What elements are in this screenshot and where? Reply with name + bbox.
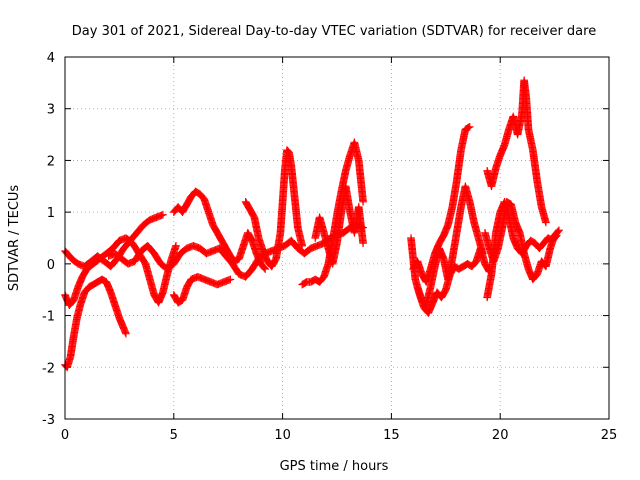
data-point-arc-f	[261, 265, 269, 273]
data-point-arc-k	[464, 123, 473, 132]
data-point-arc-a	[122, 329, 130, 338]
y-tick-label: 1	[47, 206, 55, 221]
y-axis-label: SDTVAR / TECUs	[7, 185, 22, 292]
x-axis-label: GPS time / hours	[280, 459, 389, 474]
chart-title: Day 301 of 2021, Sidereal Day-to-day VTE…	[72, 24, 596, 39]
data-point-arc-b	[172, 241, 180, 250]
y-tick-labels: -3 -2 -1 0 1 2 3 4	[42, 51, 55, 428]
data-points	[61, 76, 563, 372]
data-point-arc-i	[359, 239, 367, 247]
data-point-arc-o	[552, 232, 560, 241]
data-point-arc-c	[159, 210, 167, 219]
data-point-arc-k	[465, 123, 474, 131]
y-tick-label: 0	[47, 258, 55, 273]
data-point-arc-l	[478, 249, 487, 258]
x-tick-label: 5	[170, 428, 178, 443]
data-point-arc-f	[260, 264, 269, 272]
x-tick-labels: 0 5 10 15 20 25	[61, 428, 617, 443]
data-point-arc-h	[359, 198, 367, 206]
y-tick-label: -2	[42, 361, 55, 376]
x-tick-label: 25	[601, 428, 618, 443]
x-tick-label: 20	[492, 428, 509, 443]
y-tick-label: -1	[42, 310, 55, 325]
y-tick-label: -3	[42, 413, 55, 428]
data-point-arc-o	[552, 231, 561, 240]
x-tick-label: 0	[61, 428, 69, 443]
data-point-arc-g	[298, 241, 306, 250]
y-tick-label: 3	[47, 103, 55, 118]
data-point-arc-e	[226, 275, 235, 284]
data-point-arc-n	[555, 226, 563, 235]
plot-frame	[64, 56, 610, 420]
x-tick-label: 15	[383, 428, 400, 443]
data-point-arc-m	[542, 218, 550, 227]
y-tick-label: 2	[47, 154, 55, 169]
axis-ticks	[64, 56, 610, 420]
y-tick-label: 4	[47, 51, 55, 66]
data-point-arc-n	[554, 227, 562, 236]
x-tick-label: 10	[274, 428, 291, 443]
